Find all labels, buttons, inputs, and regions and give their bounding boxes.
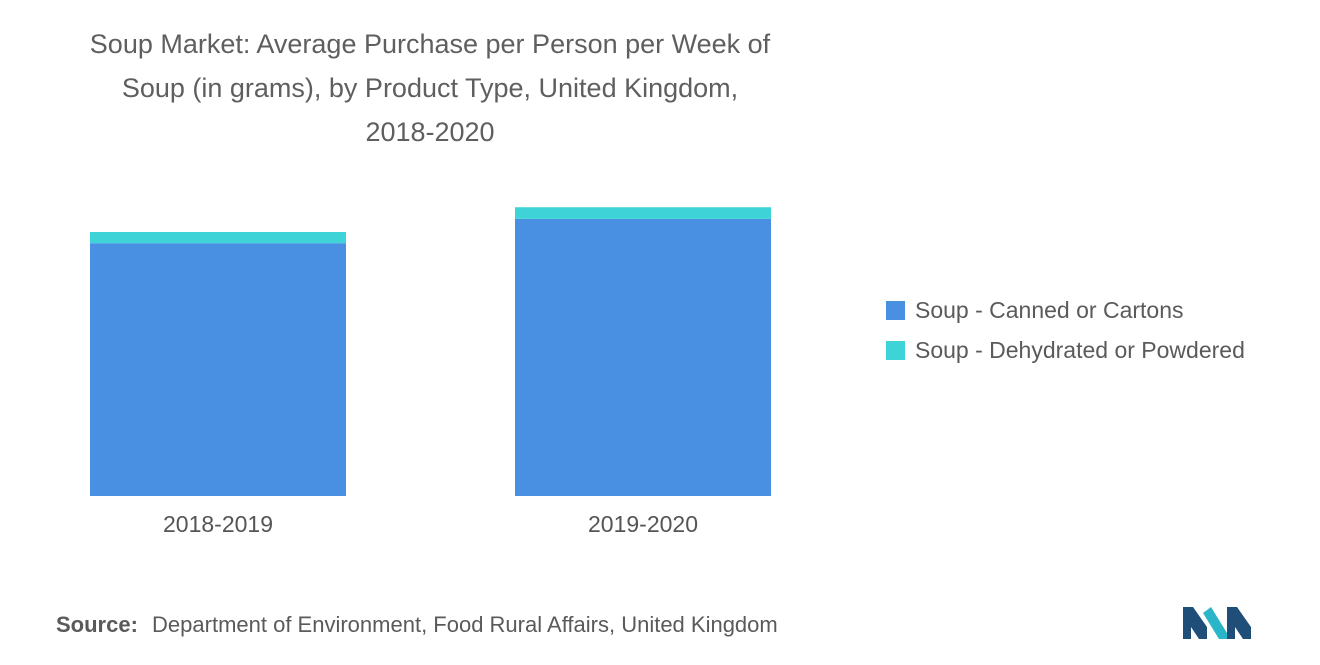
logo-right-stroke bbox=[1227, 607, 1251, 639]
chart-title: Soup Market: Average Purchase per Person… bbox=[20, 22, 840, 154]
bar-2018-2019-canned bbox=[90, 243, 346, 496]
source-text: Department of Environment, Food Rural Af… bbox=[152, 612, 778, 637]
legend-item-dehydrated: Soup - Dehydrated or Powdered bbox=[886, 330, 1245, 370]
legend-swatch-dehydrated bbox=[886, 340, 905, 360]
stacked-bar-chart: 2018-2019 2019-2020 bbox=[90, 207, 771, 537]
bar-2019-2020-dehydrated bbox=[515, 207, 771, 219]
legend-swatch-canned bbox=[886, 300, 905, 320]
bar-2018-2019-dehydrated bbox=[90, 232, 346, 244]
chart-title-line-2: Soup (in grams), by Product Type, United… bbox=[121, 73, 739, 103]
chart-title-line-3: 2018-2020 bbox=[365, 117, 495, 147]
mordor-intelligence-logo-icon bbox=[1183, 607, 1251, 639]
chart-legend: Soup - Canned or Cartons Soup - Dehydrat… bbox=[886, 290, 1245, 370]
legend-item-canned: Soup - Canned or Cartons bbox=[886, 290, 1245, 330]
logo-middle-stroke bbox=[1203, 607, 1227, 639]
chart-title-line-1: Soup Market: Average Purchase per Person… bbox=[89, 29, 771, 59]
legend-label-dehydrated: Soup - Dehydrated or Powdered bbox=[915, 336, 1245, 363]
logo-left-stroke bbox=[1183, 607, 1207, 639]
source-note: Source: Department of Environment, Food … bbox=[56, 612, 778, 638]
legend-label-canned: Soup - Canned or Cartons bbox=[915, 296, 1184, 323]
x-tick-label-2019-2020: 2019-2020 bbox=[588, 511, 698, 537]
source-label: Source: bbox=[56, 612, 138, 637]
bar-2019-2020-canned bbox=[515, 218, 771, 496]
x-tick-label-2018-2019: 2018-2019 bbox=[163, 511, 273, 537]
